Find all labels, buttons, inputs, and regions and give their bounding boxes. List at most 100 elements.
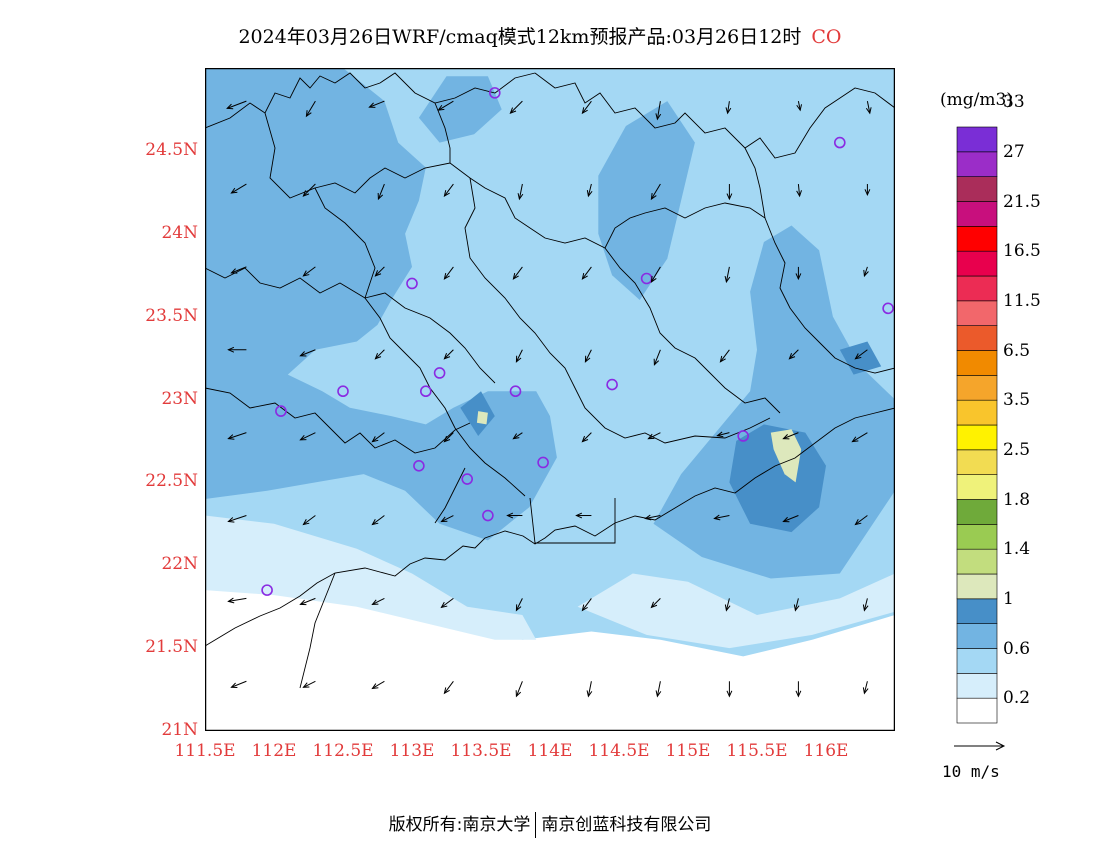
wind-vector xyxy=(713,514,730,521)
colorbar-cell xyxy=(956,350,998,376)
colorbar-tick-label: 1 xyxy=(1003,588,1014,609)
station-marker xyxy=(433,367,446,379)
map-panel xyxy=(205,68,895,731)
wind-vector xyxy=(302,680,316,688)
station-marker xyxy=(482,509,494,522)
wind-vector xyxy=(724,598,731,612)
wind-vector xyxy=(719,349,730,363)
boundary-interior-11 xyxy=(299,572,336,689)
concentration-region xyxy=(653,225,895,579)
station-markers xyxy=(261,87,894,596)
wind-vector xyxy=(581,432,592,443)
wind-vector xyxy=(788,349,799,360)
wind-vector xyxy=(517,183,524,201)
station-marker xyxy=(275,405,287,417)
wind-vector xyxy=(371,432,385,443)
station-marker xyxy=(509,385,522,398)
station-marker xyxy=(606,378,618,391)
lat-tick-label: 22.5N xyxy=(145,471,198,492)
boundary-interior-7 xyxy=(764,217,895,374)
wind-vector xyxy=(443,266,454,280)
colorbar-cell xyxy=(956,424,998,451)
wind-vector xyxy=(726,184,733,201)
wind-vector xyxy=(851,432,868,443)
lon-tick-label: 111.5E xyxy=(174,741,236,761)
concentration-region xyxy=(598,101,695,300)
colorbar-cell xyxy=(956,648,998,674)
wind-vector xyxy=(371,515,385,526)
wind-vector xyxy=(227,346,247,353)
wind-vector xyxy=(650,183,661,201)
colorbar-cell xyxy=(956,201,998,227)
wind-vector xyxy=(302,515,316,526)
concentration-region xyxy=(729,424,826,533)
wind-vector xyxy=(374,349,385,360)
colorbar-cell xyxy=(956,548,998,575)
lat-tick-label: 23N xyxy=(161,388,198,409)
boundary-interior-9 xyxy=(744,147,766,219)
wind-vector xyxy=(509,100,523,115)
wind-vector xyxy=(795,266,802,281)
station-marker xyxy=(406,277,418,290)
wind-vector xyxy=(796,101,803,112)
station-marker xyxy=(261,584,273,596)
wind-vector xyxy=(377,183,385,201)
wind-vector xyxy=(227,597,247,604)
wind-vectors xyxy=(226,100,872,698)
wind-vector xyxy=(305,100,316,118)
boundary-interior-5 xyxy=(464,177,771,444)
station-marker xyxy=(413,459,425,472)
wind-vector xyxy=(443,680,454,695)
wind-vector xyxy=(854,349,868,360)
colorbar-cell xyxy=(956,623,998,649)
lon-tick-label: 113E xyxy=(389,741,435,761)
wind-vector xyxy=(854,515,868,526)
lon-tick-label: 115.5E xyxy=(726,741,788,761)
colorbar-cell xyxy=(956,176,998,202)
wind-vector xyxy=(725,101,732,115)
colorbar-cell xyxy=(956,673,998,699)
reference-vector-head xyxy=(995,741,1006,751)
wind-vector xyxy=(512,432,523,440)
lon-tick-label: 114E xyxy=(527,741,573,761)
wind-vector xyxy=(227,515,247,523)
concentration-region xyxy=(460,391,495,436)
wind-vector xyxy=(230,680,247,689)
colorbar-tick-label: 11.5 xyxy=(1003,290,1041,311)
wind-vector xyxy=(716,431,730,438)
admin-boundaries xyxy=(205,72,895,689)
concentration-layer xyxy=(205,68,895,731)
wind-vector xyxy=(371,597,385,605)
wind-vector xyxy=(782,432,799,440)
concentration-region xyxy=(577,573,895,649)
colorbar-tick-label: 16.5 xyxy=(1003,241,1041,262)
concentration-map xyxy=(205,68,895,731)
wind-vector xyxy=(443,349,454,360)
station-marker xyxy=(420,385,432,398)
colorbar-tick-label: 27 xyxy=(1003,141,1025,162)
copyright-separator xyxy=(535,812,537,838)
lon-tick-label: 112E xyxy=(251,741,297,761)
colorbar-cell xyxy=(956,573,998,600)
wind-vector xyxy=(586,183,593,198)
boundary-north-1 xyxy=(205,72,536,129)
lon-tick-label: 116E xyxy=(803,741,849,761)
colorbar-tick-label: 6.5 xyxy=(1003,340,1031,361)
wind-vector xyxy=(581,598,592,612)
wind-vector xyxy=(726,681,733,698)
concentration-region xyxy=(205,68,557,541)
concentration-region xyxy=(770,429,802,483)
wind-vector xyxy=(650,598,661,609)
colorbar-tick-label: 0.2 xyxy=(1003,688,1031,709)
colorbar-tick-label: 1.8 xyxy=(1003,489,1031,510)
boundary-interior-1 xyxy=(264,112,526,497)
colorbar-cell xyxy=(956,697,998,724)
wind-vector xyxy=(865,101,872,115)
wind-vector xyxy=(655,681,662,698)
wind-vector xyxy=(782,515,799,523)
colorbar-tick-label: 33 xyxy=(1003,92,1025,113)
copyright-org1: 南京大学 xyxy=(462,815,531,835)
map-title: 2024年03月26日WRF/cmaq模式12km预报产品:03月26日12时 C… xyxy=(0,22,1080,49)
wind-vector xyxy=(440,598,454,609)
wind-vector xyxy=(862,598,869,612)
